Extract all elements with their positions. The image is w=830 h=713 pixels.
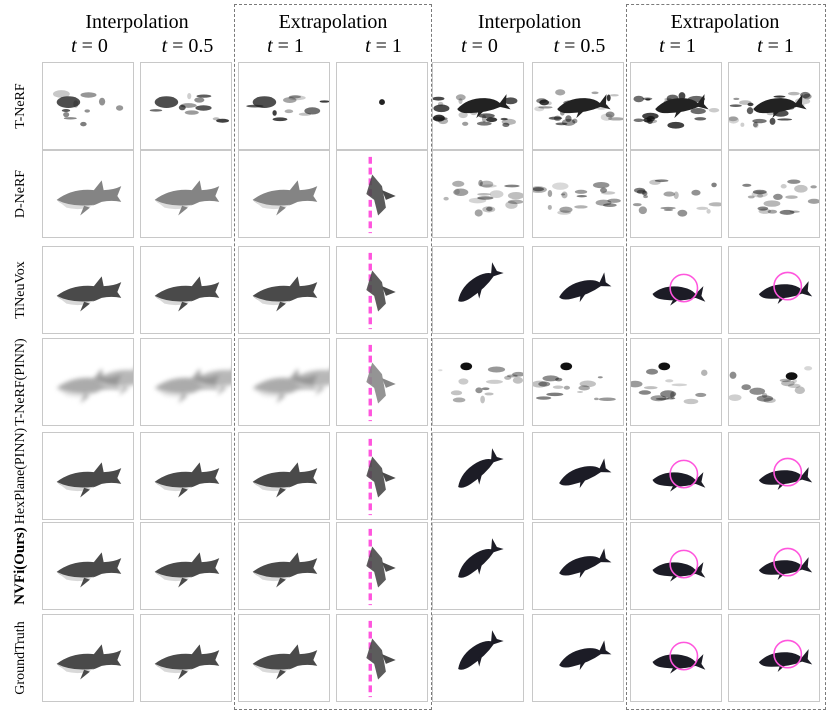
render-cell-r7-c4 [336, 614, 428, 702]
render-cell-r7-c3 [238, 614, 330, 702]
render-cell-r6-c2 [140, 522, 232, 610]
render-cell-r4-c3 [238, 338, 330, 426]
render-cell-r3-c5 [432, 246, 524, 334]
render-cell-r3-c3 [238, 246, 330, 334]
render-cell-r2-c6 [532, 150, 624, 238]
render-cell-r4-c6 [532, 338, 624, 426]
row-label-line: T-NeRF [12, 380, 28, 426]
render-cell-r4-c4 [336, 338, 428, 426]
render-cell-r5-c8 [728, 432, 820, 520]
render-cell-r3-c2 [140, 246, 232, 334]
render-cell-r4-c5 [432, 338, 524, 426]
render-cell-r6-c3 [238, 522, 330, 610]
render-cell-r7-c1 [42, 614, 134, 702]
extrapolation-box-right [626, 4, 826, 710]
render-cell-r1-c5 [432, 62, 524, 150]
time-header-col-7: t = 1 [659, 35, 696, 57]
row-label-line: NVFi [11, 569, 28, 605]
render-cell-r6-c6 [532, 522, 624, 610]
render-cell-r4-c8 [728, 338, 820, 426]
render-cell-r7-c2 [140, 614, 232, 702]
render-cell-r7-c5 [432, 614, 524, 702]
render-cell-r1-c7 [630, 62, 722, 150]
render-cell-r5-c3 [238, 432, 330, 520]
header-extrapolation-right: Extrapolation [670, 11, 780, 33]
render-cell-r5-c5 [432, 432, 524, 520]
render-cell-r1-c1 [42, 62, 134, 150]
time-header-col-3: t = 1 [267, 35, 304, 57]
render-cell-r3-c6 [532, 246, 624, 334]
row-label-line: TiNeuVox [12, 261, 28, 319]
render-cell-r3-c7 [630, 246, 722, 334]
render-cell-r1-c2 [140, 62, 232, 150]
render-cell-r2-c1 [42, 150, 134, 238]
row-label-line: D-NeRF [12, 169, 28, 219]
render-cell-r6-c4 [336, 522, 428, 610]
render-cell-r3-c1 [42, 246, 134, 334]
render-cell-r1-c4 [336, 62, 428, 150]
render-cell-r4-c2 [140, 338, 232, 426]
render-cell-r1-c6 [532, 62, 624, 150]
render-cell-r2-c4 [336, 150, 428, 238]
time-header-col-4: t = 1 [365, 35, 402, 57]
render-cell-r3-c4 [336, 246, 428, 334]
render-cell-r4-c1 [42, 338, 134, 426]
render-cell-r1-c3 [238, 62, 330, 150]
render-cell-r2-c5 [432, 150, 524, 238]
extrapolation-box-left [234, 4, 432, 710]
render-cell-r2-c7 [630, 150, 722, 238]
row-label-line: (Ours) [11, 527, 28, 570]
render-cell-r6-c5 [432, 522, 524, 610]
render-cell-r7-c7 [630, 614, 722, 702]
render-cell-r6-c1 [42, 522, 134, 610]
render-cell-r5-c6 [532, 432, 624, 520]
header-interpolation-right: Interpolation [477, 11, 582, 33]
row-label-line: (PINN) [12, 338, 28, 381]
render-cell-r3-c8 [728, 246, 820, 334]
render-cell-r5-c7 [630, 432, 722, 520]
time-header-col-1: t = 0 [71, 35, 108, 57]
render-cell-r2-c3 [238, 150, 330, 238]
row-label-line: Ground [12, 651, 28, 695]
row-label-line: T-NeRF [12, 83, 28, 129]
render-cell-r7-c6 [532, 614, 624, 702]
time-header-col-6: t = 0.5 [553, 35, 606, 57]
time-header-col-2: t = 0.5 [161, 35, 214, 57]
row-label-line: (PINN) [12, 427, 28, 470]
render-cell-r4-c7 [630, 338, 722, 426]
render-cell-r5-c4 [336, 432, 428, 520]
row-label-line: Truth [12, 621, 28, 652]
render-cell-r1-c8 [728, 62, 820, 150]
header-extrapolation-left: Extrapolation [278, 11, 388, 33]
render-cell-r2-c8 [728, 150, 820, 238]
row-label-line: HexPlane [12, 469, 28, 525]
render-cell-r6-c7 [630, 522, 722, 610]
render-cell-r6-c8 [728, 522, 820, 610]
time-header-col-5: t = 0 [461, 35, 498, 57]
render-cell-r5-c2 [140, 432, 232, 520]
render-cell-r2-c2 [140, 150, 232, 238]
header-interpolation-left: Interpolation [85, 11, 189, 33]
render-cell-r7-c8 [728, 614, 820, 702]
time-header-col-8: t = 1 [757, 35, 794, 57]
render-cell-r5-c1 [42, 432, 134, 520]
